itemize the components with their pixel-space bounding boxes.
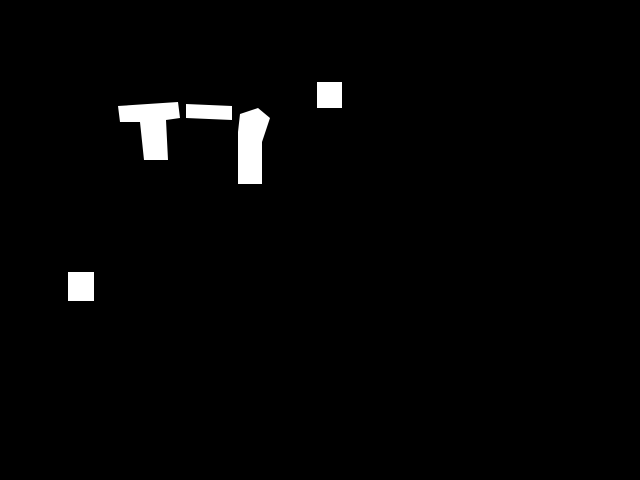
blob-vertical [238,108,270,184]
blob-square-lower [68,272,94,301]
blob-dash [186,104,232,120]
blob-left-t [118,102,180,160]
blob-square-upper [317,82,342,108]
